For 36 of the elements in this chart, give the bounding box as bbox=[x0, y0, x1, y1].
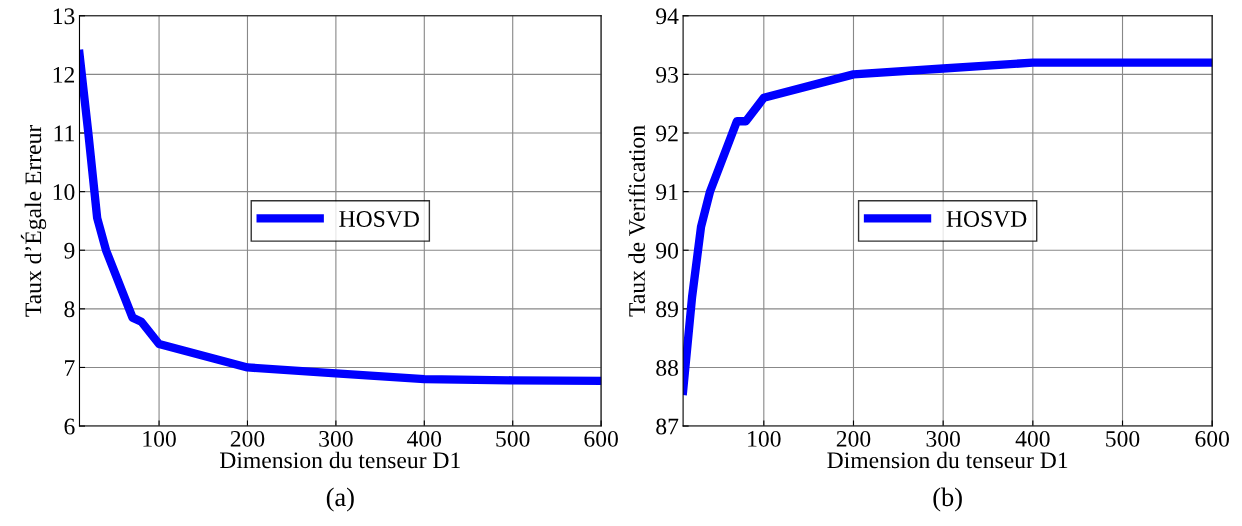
x-tick-label: 200 bbox=[230, 430, 265, 447]
x-tick-label: 400 bbox=[1015, 430, 1050, 447]
y-tick-label: 88 bbox=[656, 359, 679, 376]
x-tick-label: 100 bbox=[748, 430, 781, 447]
legend-label: HOSVD bbox=[946, 211, 1027, 228]
x-tick-label: 300 bbox=[926, 430, 960, 447]
y-tick-label: 89 bbox=[656, 301, 678, 318]
x-axis-title: Dimension du tenseur D1 bbox=[827, 451, 1068, 469]
x-tick-label: 300 bbox=[319, 430, 353, 447]
x-axis-title: Dimension du tenseur D1 bbox=[219, 451, 460, 469]
x-tick-label: 100 bbox=[143, 430, 176, 447]
text: (b) bbox=[933, 487, 962, 512]
x-tick-label: 200 bbox=[836, 430, 871, 447]
text: (a) bbox=[326, 487, 354, 512]
x-tick-label: 500 bbox=[1106, 430, 1140, 447]
y-tick-label: 90 bbox=[656, 242, 679, 259]
x-tick-label: 600 bbox=[584, 430, 618, 447]
y-tick-label: 7 bbox=[65, 360, 75, 376]
y-tick-label: 92 bbox=[656, 125, 678, 142]
x-tick-label: 500 bbox=[496, 430, 530, 447]
y-tick-label: 94 bbox=[656, 8, 679, 25]
y-tick-label: 6 bbox=[64, 418, 75, 435]
x-tick-label: 600 bbox=[1195, 430, 1229, 447]
y-tick-label: 11 bbox=[54, 125, 74, 142]
y-tick-label: 87 bbox=[656, 418, 679, 435]
y-tick-label: 13 bbox=[53, 8, 75, 25]
y-tick-label: 8 bbox=[64, 301, 75, 318]
y-axis-title: Taux de Verification bbox=[628, 125, 646, 317]
y-tick-label: 93 bbox=[656, 66, 679, 83]
y-tick-label: 91 bbox=[656, 184, 678, 201]
legend-label: HOSVD bbox=[339, 211, 419, 228]
x-tick-label: 400 bbox=[407, 430, 442, 447]
y-tick-label: 9 bbox=[64, 242, 75, 259]
y-tick-label: 12 bbox=[53, 66, 75, 83]
y-tick-label: 10 bbox=[53, 184, 75, 201]
y-axis-title: Taux d’Égale Erreur bbox=[20, 124, 47, 317]
